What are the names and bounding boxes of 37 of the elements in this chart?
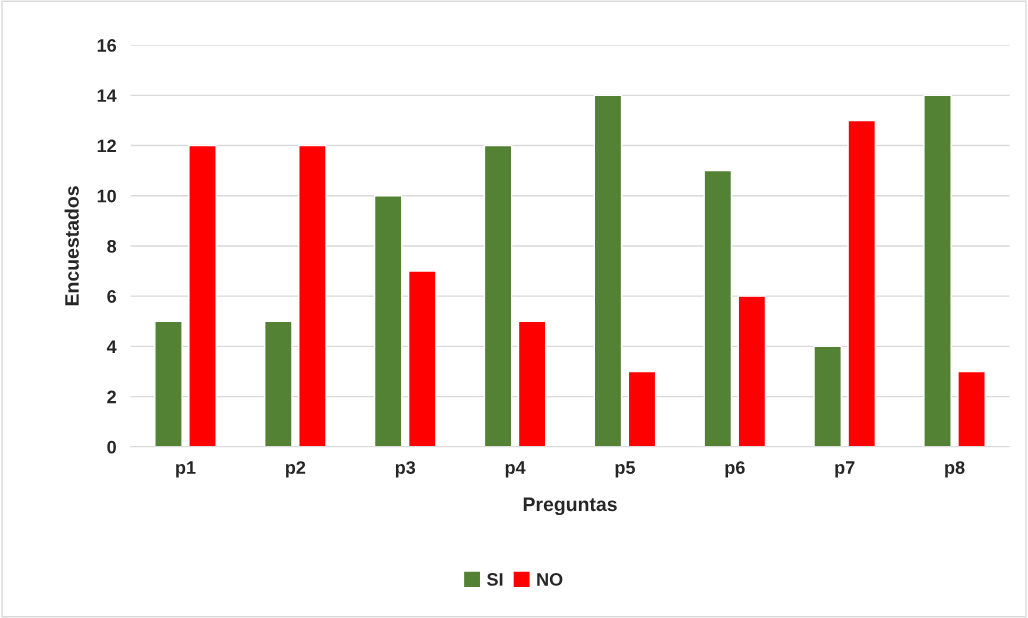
bar: [813, 345, 842, 447]
x-tick-label: p1: [176, 461, 196, 478]
bar: [483, 144, 513, 447]
y-tick-label: 2: [107, 390, 116, 404]
x-tick-label: p7: [835, 461, 855, 478]
legend-label: SI: [487, 573, 503, 586]
y-tick-label: 8: [107, 239, 117, 253]
bar: [923, 94, 952, 447]
bar: [154, 320, 183, 447]
x-tick-label: p3: [395, 461, 416, 478]
bar: [627, 370, 657, 447]
y-tick-label: 4: [106, 340, 117, 353]
y-tick-label: 14: [97, 89, 117, 102]
bar: [703, 169, 733, 447]
bar: [373, 195, 403, 447]
y-tick-label: 0: [107, 440, 116, 454]
y-tick-label: 16: [97, 39, 117, 52]
x-axis-title: Preguntas: [523, 497, 617, 516]
legend-label: NO: [537, 573, 563, 586]
x-tick-label: p2: [286, 461, 306, 478]
y-tick-label: 12: [97, 139, 116, 153]
bar: [593, 94, 623, 447]
bar: [957, 370, 986, 447]
bar: [407, 270, 437, 447]
y-axis-title: Encuestados: [64, 186, 79, 306]
bar: [188, 144, 217, 447]
x-tick-label: p6: [725, 461, 745, 478]
bar: [847, 119, 877, 447]
bar: [737, 295, 767, 447]
x-tick-label: p5: [615, 461, 635, 478]
y-tick-label: 10: [97, 189, 116, 203]
x-tick-label: p4: [505, 461, 526, 478]
bar: [517, 320, 547, 447]
y-tick-label: 6: [107, 290, 117, 303]
bar: [298, 144, 327, 447]
x-tick-label: p8: [945, 461, 965, 478]
bar: [264, 320, 293, 447]
